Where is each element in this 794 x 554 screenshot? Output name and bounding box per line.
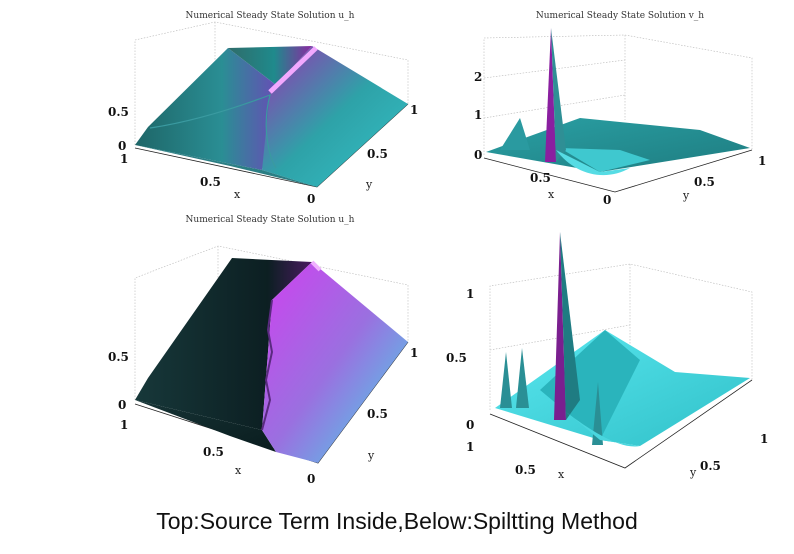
surface-step-edge — [261, 299, 274, 431]
surface-dark-top — [135, 258, 312, 430]
surface-ridge-line — [310, 260, 322, 272]
tick-x-0: 0 — [307, 192, 315, 206]
surface-main-spike — [545, 28, 556, 162]
surface-plateau-shade — [540, 330, 640, 440]
tick-x-05: 0.5 — [515, 463, 536, 477]
tick-x-1: 1 — [120, 418, 128, 432]
surface-spike-1 — [500, 352, 512, 408]
panel-bottom-left: Numerical Steady State Solution u_h 0 0.… — [108, 215, 418, 486]
tick-z-05: 0.5 — [108, 350, 129, 364]
surface-left-spike — [500, 118, 530, 150]
surface-spike-3 — [592, 382, 603, 445]
surface-main-spike-side — [551, 28, 566, 162]
axis-label-x: x — [558, 468, 565, 481]
surface-patch-left — [135, 48, 280, 170]
panel-bottom-right: 0 0.5 1 1 0.5 0.5 1 x y — [446, 232, 768, 481]
tick-y-1: 1 — [758, 154, 766, 168]
tick-y-05: 0.5 — [700, 459, 721, 473]
tick-z-0: 0 — [466, 418, 474, 432]
tick-x-1: 1 — [120, 152, 128, 166]
axis-label-y: y — [365, 178, 373, 191]
title-u-top: Numerical Steady State Solution u_h — [186, 11, 355, 21]
surface-bowl — [556, 150, 630, 176]
surface-ridge-line — [268, 46, 318, 94]
surface-valley — [566, 412, 640, 447]
surface-main-spike — [554, 232, 566, 420]
figure-caption: Top:Source Term Inside,Below:Spiltting M… — [156, 508, 638, 534]
tick-y-1: 1 — [410, 103, 418, 117]
tick-y-1: 1 — [760, 432, 768, 446]
tick-y-05: 0.5 — [367, 147, 388, 161]
axis-label-x: x — [234, 188, 241, 201]
tick-z-0: 0 — [118, 398, 126, 412]
surface-dark-front — [135, 400, 276, 452]
tick-x-05: 0.5 — [530, 171, 551, 185]
tick-x-05: 0.5 — [200, 175, 221, 189]
axis-label-x: x — [235, 464, 242, 477]
title-v-top: Numerical Steady State Solution v_h — [536, 11, 704, 21]
surface-front-fold — [149, 94, 277, 169]
tick-z-0: 0 — [474, 148, 482, 162]
surface-patch-right — [262, 46, 408, 187]
tick-z-1: 1 — [474, 108, 482, 122]
panel-top-left: Numerical Steady State Solution u_h 0 0.… — [108, 11, 418, 206]
surface-near-slope — [560, 148, 650, 172]
tick-x-0: 0 — [307, 472, 315, 486]
surface-colored-slope — [262, 262, 408, 463]
tick-y-05: 0.5 — [694, 175, 715, 189]
axis-label-x: x — [548, 188, 555, 201]
title-u-bottom: Numerical Steady State Solution u_h — [186, 215, 355, 225]
surface-spike-2 — [516, 348, 529, 408]
tick-x-05: 0.5 — [203, 445, 224, 459]
panel-top-right: Numerical Steady State Solution v_h 0 1 … — [474, 11, 766, 207]
tick-x-1: 1 — [466, 440, 474, 454]
tick-z-05: 0.5 — [446, 351, 467, 365]
axis-label-y: y — [689, 466, 697, 479]
tick-z-05: 0.5 — [108, 105, 129, 119]
tick-z-2: 2 — [474, 70, 482, 84]
axis-label-y: y — [682, 189, 690, 202]
tick-y-1: 1 — [410, 346, 418, 360]
axis-label-y: y — [367, 449, 375, 462]
tick-y-05: 0.5 — [367, 407, 388, 421]
tick-z-0: 0 — [118, 139, 126, 153]
surface-patch-top — [228, 46, 312, 92]
tick-x-0: 0 — [603, 193, 611, 207]
tick-z-1: 1 — [466, 287, 474, 301]
surface-main-spike-side — [560, 232, 580, 420]
